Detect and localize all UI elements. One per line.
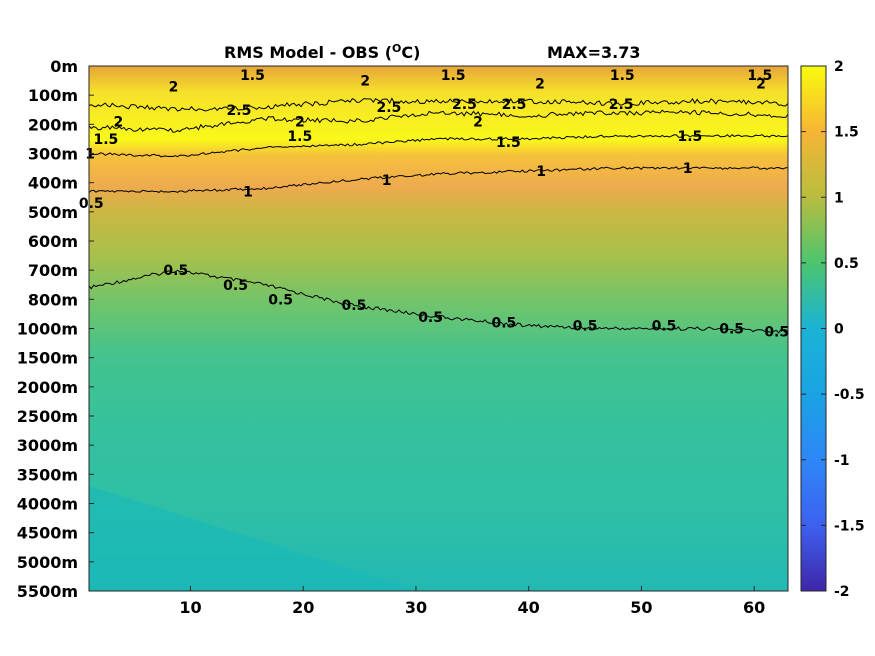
y-tick-label: 5500m xyxy=(17,582,78,601)
y-tick-label: 2500m xyxy=(17,407,78,426)
contour-line-1 xyxy=(89,166,788,193)
colorbar-tick-label: -2 xyxy=(834,584,850,600)
contour-label: 0.5 xyxy=(652,319,677,335)
contour-label: 1 xyxy=(382,173,392,189)
heatmap-field xyxy=(89,66,788,591)
x-tick-label: 40 xyxy=(518,598,540,617)
colorbar-tick-label: 2 xyxy=(834,59,844,75)
chart-title: RMS Model - OBS (OC) xyxy=(224,42,420,62)
contour-label: 1 xyxy=(85,147,95,163)
contour-label: 1.5 xyxy=(94,132,119,148)
y-tick-label: 200m xyxy=(28,115,78,134)
chart-title-main: RMS Model - OBS ( xyxy=(224,43,392,62)
deep-water-region xyxy=(89,486,420,591)
y-tick-label: 700m xyxy=(28,261,78,280)
contour-label: 0.5 xyxy=(79,196,104,212)
contour-line-1-5 xyxy=(89,134,788,158)
y-tick-label: 4000m xyxy=(17,495,78,514)
contour-line-0-5 xyxy=(89,269,788,334)
chart-title-unit: C) xyxy=(401,43,420,62)
contour-label: 1 xyxy=(243,184,253,200)
y-tick-label: 3500m xyxy=(17,465,78,484)
contour-label: 2 xyxy=(169,79,179,95)
contour-label: 2.5 xyxy=(452,97,477,113)
x-tick-label: 60 xyxy=(743,598,765,617)
x-tick-label: 10 xyxy=(179,598,201,617)
contour-label: 0.5 xyxy=(342,298,367,314)
colorbar-tick-label: 1.5 xyxy=(834,125,859,141)
y-tick-label: 4500m xyxy=(17,524,78,543)
y-tick-label: 400m xyxy=(28,174,78,193)
contour-line-2 xyxy=(89,109,788,133)
contour-label: 0.5 xyxy=(268,292,293,308)
contour-lines xyxy=(89,97,788,334)
contour-label: 2.5 xyxy=(609,97,634,113)
colorbar-tick-label: -1 xyxy=(834,453,850,469)
contour-label: 1.5 xyxy=(287,129,312,145)
colorbar-tick-label: -1.5 xyxy=(834,518,865,534)
contour-label: 0.5 xyxy=(163,263,188,279)
x-tick-label: 20 xyxy=(292,598,314,617)
colorbar: 2 1.5 1 0.5 0 -0.5 -1 -1.5 -2 xyxy=(800,59,865,600)
contour-label: 0.5 xyxy=(573,319,598,335)
y-tick-label: 100m xyxy=(28,86,78,105)
y-tick-label: 2000m xyxy=(17,378,78,397)
x-axis: 10 20 30 40 50 60 xyxy=(179,586,765,617)
colorbar-tick-label: 0.5 xyxy=(834,256,859,272)
contour-label: 1.5 xyxy=(496,135,521,151)
x-tick-label: 30 xyxy=(405,598,427,617)
contour-label: 1 xyxy=(536,164,546,180)
chart-title-degree: O xyxy=(392,42,401,55)
contour-label: 2.5 xyxy=(502,97,527,113)
contour-label: 2.5 xyxy=(376,100,401,116)
y-tick-label: 1000m xyxy=(17,320,78,339)
contour-label: 2 xyxy=(295,114,305,130)
contour-label: 2 xyxy=(756,77,766,93)
contour-label: 2 xyxy=(473,114,483,130)
contour-label: 0.5 xyxy=(491,316,516,332)
contour-label: 1.5 xyxy=(240,68,265,84)
colorbar-tick-label: 0 xyxy=(834,322,844,338)
contour-label: 1 xyxy=(683,161,693,177)
contour-label: 2.5 xyxy=(227,103,252,119)
contour-label: 1.5 xyxy=(610,68,635,84)
colorbar-tick-label: -0.5 xyxy=(834,387,865,403)
y-tick-label: 800m xyxy=(28,290,78,309)
contour-label: 2 xyxy=(113,114,123,130)
colorbar-tick-label: 1 xyxy=(834,190,844,206)
contour-label: 1.5 xyxy=(747,68,772,84)
y-axis: 0m 100m 200m 300m 400m 500m 600m 700m 800m 1000m 1… xyxy=(17,57,94,601)
y-tick-label: 600m xyxy=(28,232,78,251)
contour-label: 0.5 xyxy=(764,324,789,340)
y-tick-label: 5000m xyxy=(17,553,78,572)
x-tick-label: 50 xyxy=(630,598,652,617)
contour-label: 0.5 xyxy=(418,310,443,326)
y-tick-label: 300m xyxy=(28,145,78,164)
contour-label: 0.5 xyxy=(719,322,744,338)
contour-label: 1.5 xyxy=(678,129,703,145)
contour-line-2-5 xyxy=(89,97,788,112)
y-tick-label: 500m xyxy=(28,203,78,222)
y-tick-label: 0m xyxy=(50,57,78,76)
max-label: MAX=3.73 xyxy=(547,43,641,62)
contour-label: 0.5 xyxy=(223,278,248,294)
contour-label: 1.5 xyxy=(441,68,466,84)
contour-label: 2 xyxy=(535,77,545,93)
contour-label: 2 xyxy=(360,74,370,90)
y-tick-label: 1500m xyxy=(17,349,78,368)
colorbar-ticks: 2 1.5 1 0.5 0 -0.5 -1 -1.5 -2 xyxy=(801,59,865,600)
y-tick-label: 3000m xyxy=(17,436,78,455)
